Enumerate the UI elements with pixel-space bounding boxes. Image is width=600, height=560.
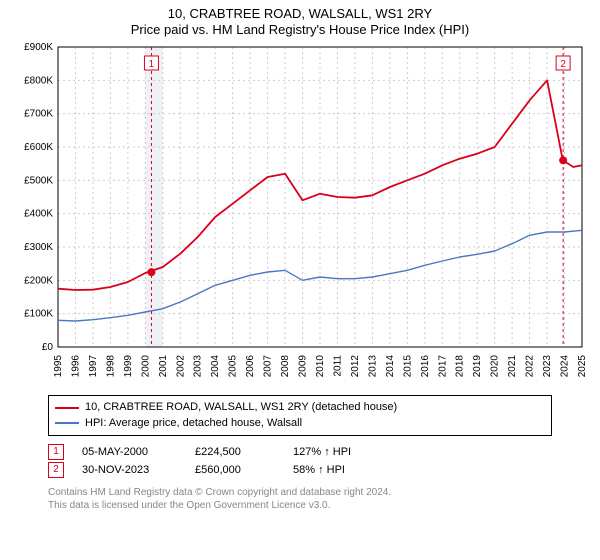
svg-text:1998: 1998 <box>105 355 116 378</box>
svg-text:2008: 2008 <box>280 355 291 378</box>
svg-text:£600K: £600K <box>24 142 53 153</box>
svg-text:2001: 2001 <box>158 355 169 378</box>
svg-text:2015: 2015 <box>402 355 413 378</box>
svg-text:2002: 2002 <box>175 355 186 378</box>
event-price-1: £224,500 <box>195 446 275 458</box>
svg-text:£900K: £900K <box>24 42 53 53</box>
svg-text:2006: 2006 <box>245 355 256 378</box>
svg-text:£400K: £400K <box>24 209 53 220</box>
event-marker-1: 1 <box>48 444 64 460</box>
event-pct-2: 58% ↑ HPI <box>293 464 383 476</box>
svg-text:£0: £0 <box>42 342 54 353</box>
legend-label-property: 10, CRABTREE ROAD, WALSALL, WS1 2RY (det… <box>85 400 397 415</box>
svg-text:£500K: £500K <box>24 176 53 187</box>
svg-text:1997: 1997 <box>88 355 99 378</box>
event-price-2: £560,000 <box>195 464 275 476</box>
svg-text:£700K: £700K <box>24 109 53 120</box>
svg-text:£200K: £200K <box>24 276 53 287</box>
chart-title-line1: 10, CRABTREE ROAD, WALSALL, WS1 2RY <box>8 6 592 22</box>
svg-text:2018: 2018 <box>455 355 466 378</box>
svg-text:£100K: £100K <box>24 309 53 320</box>
event-row-1: 1 05-MAY-2000 £224,500 127% ↑ HPI <box>48 444 552 460</box>
svg-text:2012: 2012 <box>350 355 361 378</box>
svg-text:£800K: £800K <box>24 76 53 87</box>
svg-text:2020: 2020 <box>490 355 501 378</box>
footer-line1: Contains HM Land Registry data © Crown c… <box>48 486 552 499</box>
legend-box: 10, CRABTREE ROAD, WALSALL, WS1 2RY (det… <box>48 395 552 436</box>
svg-text:2017: 2017 <box>437 355 448 378</box>
svg-text:2025: 2025 <box>577 355 588 378</box>
event-pct-1: 127% ↑ HPI <box>293 446 383 458</box>
svg-text:2019: 2019 <box>472 355 483 378</box>
svg-text:2007: 2007 <box>263 355 274 378</box>
price-chart: £0 £100K £200K £300K £400K £500K £600K £700K £80… <box>8 41 592 391</box>
chart-title-line2: Price paid vs. HM Land Registry's House … <box>8 22 592 38</box>
footer-attribution: Contains HM Land Registry data © Crown c… <box>48 486 552 512</box>
event-row-2: 2 30-NOV-2023 £560,000 58% ↑ HPI <box>48 462 552 478</box>
event-date-2: 30-NOV-2023 <box>82 464 177 476</box>
svg-text:2: 2 <box>560 59 566 70</box>
svg-text:2005: 2005 <box>228 355 239 378</box>
svg-text:2013: 2013 <box>367 355 378 378</box>
svg-text:2009: 2009 <box>298 355 309 378</box>
svg-text:2010: 2010 <box>315 355 326 378</box>
svg-text:1996: 1996 <box>70 355 81 378</box>
legend-swatch-hpi <box>55 422 79 424</box>
legend-swatch-property <box>55 407 79 409</box>
legend-label-hpi: HPI: Average price, detached house, Wals… <box>85 416 302 431</box>
svg-text:2023: 2023 <box>542 355 553 378</box>
svg-text:1995: 1995 <box>53 355 64 378</box>
legend-item-hpi: HPI: Average price, detached house, Wals… <box>55 416 545 431</box>
legend-item-property: 10, CRABTREE ROAD, WALSALL, WS1 2RY (det… <box>55 400 545 415</box>
svg-text:2022: 2022 <box>525 355 536 378</box>
svg-text:2021: 2021 <box>507 355 518 378</box>
svg-text:£300K: £300K <box>24 242 53 253</box>
svg-text:2014: 2014 <box>385 355 396 378</box>
svg-text:1: 1 <box>149 59 155 70</box>
svg-text:2016: 2016 <box>420 355 431 378</box>
event-marker-2: 2 <box>48 462 64 478</box>
event-date-1: 05-MAY-2000 <box>82 446 177 458</box>
svg-text:2000: 2000 <box>140 355 151 378</box>
svg-text:2004: 2004 <box>210 355 221 378</box>
svg-text:2003: 2003 <box>193 355 204 378</box>
events-table: 1 05-MAY-2000 £224,500 127% ↑ HPI 2 30-N… <box>48 442 552 480</box>
svg-text:1999: 1999 <box>123 355 134 378</box>
svg-text:2024: 2024 <box>560 355 571 378</box>
svg-text:2011: 2011 <box>332 355 343 377</box>
footer-line2: This data is licensed under the Open Gov… <box>48 499 552 512</box>
